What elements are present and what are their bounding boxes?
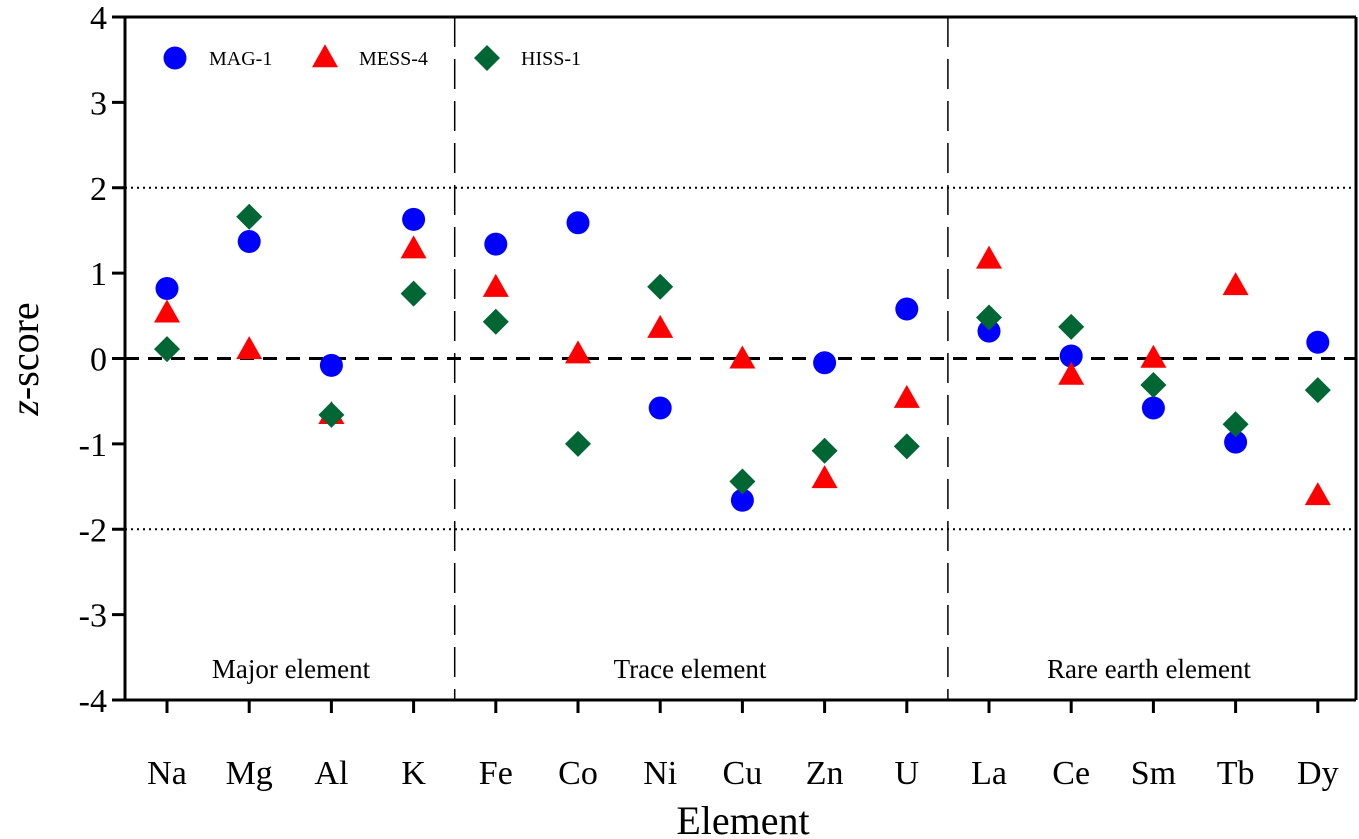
point-mag-1-co xyxy=(566,211,590,235)
y-tick-label: -4 xyxy=(79,683,107,720)
legend-item-hiss-1: HISS-1 xyxy=(474,45,581,71)
point-mess-4-tb xyxy=(1222,272,1249,296)
legend-label: HISS-1 xyxy=(521,48,581,70)
y-tick-label: -2 xyxy=(79,512,107,549)
x-tick-label-tb: Tb xyxy=(1217,755,1255,792)
x-tick-label-ni: Ni xyxy=(643,755,677,792)
point-hiss-1-dy xyxy=(1304,377,1331,404)
point-hiss-1-k xyxy=(400,280,427,307)
point-mess-4-u xyxy=(893,384,920,408)
point-mag-1-ni xyxy=(648,396,672,420)
point-mess-4-zn xyxy=(811,465,838,489)
y-axis-title: z-score xyxy=(2,302,47,416)
point-mag-1-k xyxy=(402,207,426,231)
tick-labels: 4 3 2 1 0 -1 -2 -3 -4 Na Mg Al K Fe Co Ni Cu Zn U La Ce Sm Tb D… xyxy=(79,0,1339,792)
x-tick-label-cu: Cu xyxy=(723,755,763,792)
y-tick-label: -1 xyxy=(79,427,107,464)
point-mag-1-na xyxy=(155,276,179,300)
x-tick-label-co: Co xyxy=(558,755,598,792)
point-hiss-1-ni xyxy=(647,273,674,300)
y-tick-label: 1 xyxy=(90,256,107,293)
legend-item-mess-4: MESS-4 xyxy=(312,44,428,70)
y-tick-label: 4 xyxy=(90,0,107,37)
group-dividers xyxy=(453,17,949,700)
legend-marker-circle xyxy=(163,46,187,70)
group-labels: Major element Trace element Rare earth ele… xyxy=(212,654,1252,684)
legend-label: MAG-1 xyxy=(209,48,272,70)
point-mess-4-mg xyxy=(236,336,263,360)
point-hiss-1-u xyxy=(893,433,920,460)
point-hiss-1-ce xyxy=(1058,313,1085,340)
point-mess-4-la xyxy=(976,245,1002,269)
x-tick-label-fe: Fe xyxy=(479,755,513,792)
axes xyxy=(112,15,1358,713)
point-mag-1-cu xyxy=(730,488,754,512)
y-axis-title-italic: z xyxy=(2,400,47,417)
point-mag-1-dy xyxy=(1306,330,1330,354)
point-hiss-1-co xyxy=(565,430,591,457)
point-mag-1-al xyxy=(319,353,343,377)
group-label-3: Rare earth element xyxy=(1047,654,1251,684)
y-tick-label: 3 xyxy=(90,85,107,122)
point-mag-1-la xyxy=(977,319,1001,343)
x-tick-label-mg: Mg xyxy=(226,755,273,792)
point-hiss-1-zn xyxy=(811,437,838,464)
y-axis-title-rest: -score xyxy=(2,302,47,400)
point-hiss-1-al xyxy=(318,401,345,428)
legend-item-mag-1: MAG-1 xyxy=(163,46,272,70)
point-mag-1-tb xyxy=(1224,430,1248,454)
x-tick-label-k: K xyxy=(401,755,426,792)
point-mess-4-na xyxy=(154,299,180,323)
point-mag-1-mg xyxy=(237,230,261,254)
point-mag-1-ce xyxy=(1059,344,1083,368)
group-label-2: Trace element xyxy=(614,654,767,684)
point-hiss-1-fe xyxy=(482,308,509,335)
point-mess-4-dy xyxy=(1304,482,1331,506)
point-hiss-1-cu xyxy=(729,468,756,495)
point-mess-4-co xyxy=(565,340,591,364)
legend-marker-diamond xyxy=(474,45,500,71)
point-hiss-1-na xyxy=(154,336,180,363)
point-mess-4-ni xyxy=(647,314,674,338)
point-mess-4-cu xyxy=(729,345,756,369)
group-label-1: Major element xyxy=(212,654,371,684)
point-mag-1-fe xyxy=(484,232,508,256)
point-mag-1-zn xyxy=(813,351,837,375)
point-mess-4-sm xyxy=(1140,344,1167,368)
point-mess-4-ce xyxy=(1058,361,1085,385)
x-tick-label-ce: Ce xyxy=(1052,755,1090,792)
point-hiss-1-sm xyxy=(1140,371,1167,398)
point-hiss-1-mg xyxy=(236,203,263,230)
point-mess-4-fe xyxy=(482,273,509,297)
y-tick-label: 0 xyxy=(90,342,107,379)
y-tick-label: -3 xyxy=(79,598,107,635)
legend: MAG-1 MESS-4 HISS-1 xyxy=(163,44,581,71)
point-mag-1-sm xyxy=(1141,396,1165,420)
series-hiss-1 xyxy=(154,203,1331,495)
x-tick-label-u: U xyxy=(895,755,920,792)
legend-marker-triangle xyxy=(312,44,338,68)
x-tick-label-zn: Zn xyxy=(806,755,844,792)
point-mess-4-k xyxy=(400,235,427,259)
point-hiss-1-tb xyxy=(1222,411,1249,438)
series-mag-1 xyxy=(155,207,1330,512)
x-tick-label-al: Al xyxy=(314,755,348,792)
x-tick-label-la: La xyxy=(971,755,1007,792)
x-tick-label-dy: Dy xyxy=(1297,755,1339,792)
legend-label: MESS-4 xyxy=(359,48,428,70)
data-markers xyxy=(154,203,1331,512)
point-mag-1-u xyxy=(895,297,919,321)
x-axis-title: Element xyxy=(676,798,809,839)
x-tick-label-sm: Sm xyxy=(1131,755,1176,792)
point-hiss-1-la xyxy=(976,304,1002,331)
y-tick-label: 2 xyxy=(90,171,107,208)
x-tick-label-na: Na xyxy=(147,755,187,792)
